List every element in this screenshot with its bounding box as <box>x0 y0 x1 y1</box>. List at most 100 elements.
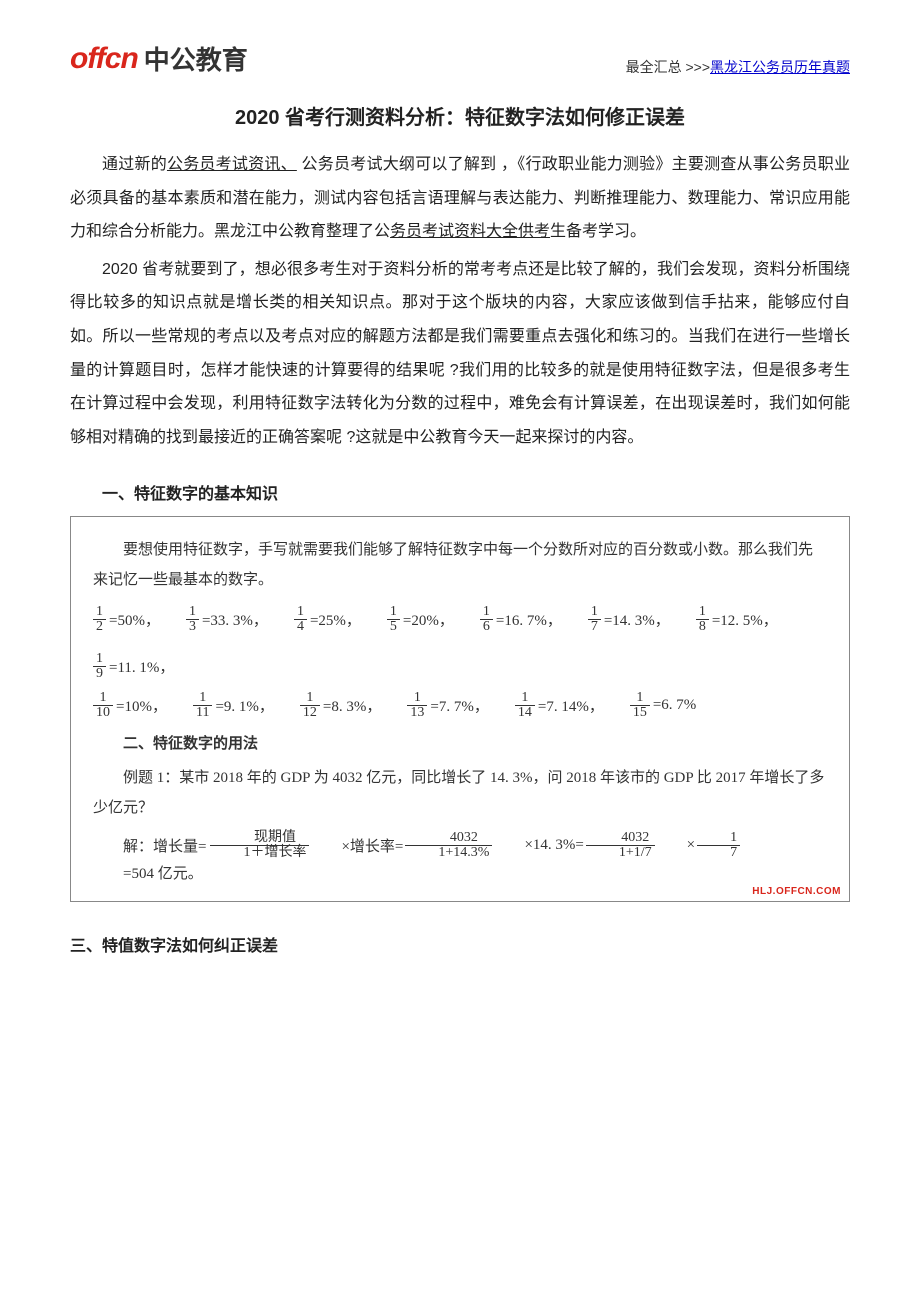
top-right-nav: 最全汇总 >>>黑龙江公务员历年真题 <box>626 57 850 77</box>
fraction-item: 15=20%， <box>387 605 454 634</box>
solve-prefix: 解：增长量= <box>93 835 206 856</box>
fraction-item: 14=25%， <box>294 605 361 634</box>
solve-line: 解：增长量= 现期值 1＋增长率 ×增长率= 4032 1+14.3% ×14.… <box>93 831 827 883</box>
frac-num: 1 <box>97 691 110 705</box>
frac-den: 15 <box>630 705 650 720</box>
header: offcn 中公教育 最全汇总 >>>黑龙江公务员历年真题 <box>70 40 850 77</box>
fraction-item: 17=14. 3%， <box>588 605 670 634</box>
fraction-percent: =20%， <box>403 609 454 630</box>
frac-den: 7 <box>588 619 601 634</box>
frac-num: 1 <box>294 605 307 619</box>
fraction-percent: =12. 5%， <box>712 609 778 630</box>
fraction: 112 <box>300 691 320 720</box>
fraction: 15 <box>387 605 400 634</box>
frac-den: 11 <box>193 705 212 720</box>
section-2-heading: 二、特征数字的用法 <box>93 732 827 753</box>
logo-latin: offcn <box>70 42 138 76</box>
watermark: HLJ.OFFCN.COM <box>752 886 841 897</box>
frac-den: 12 <box>300 705 320 720</box>
solve-mid2: ×14. 3%= <box>494 837 583 854</box>
frac-den: 1＋增长率 <box>210 845 309 860</box>
fraction-item: 12=50%， <box>93 605 160 634</box>
frac-den: 1+1/7 <box>586 845 655 860</box>
fraction: 12 <box>93 605 106 634</box>
frac-den: 5 <box>387 619 400 634</box>
history-link[interactable]: 黑龙江公务员历年真题 <box>710 59 850 75</box>
section-3-heading: 三、特值数字法如何纠正误差 <box>70 932 850 956</box>
fraction: 18 <box>696 605 709 634</box>
example-1: 例题 1：某市 2018 年的 GDP 为 4032 亿元，同比增长了 14. … <box>93 763 827 823</box>
frac-den: 4 <box>294 619 307 634</box>
page-title: 2020 省考行测资料分析：特征数字法如何修正误差 <box>70 101 850 130</box>
fraction-percent: =8. 3%， <box>323 695 381 716</box>
solve-mid3: × <box>657 837 695 854</box>
fraction-percent: =11. 1%， <box>109 656 174 677</box>
fraction-percent: =25%， <box>310 609 361 630</box>
fraction-percent: =6. 7% <box>653 697 696 714</box>
frac-4032-a: 4032 1+14.3% <box>405 831 492 860</box>
fraction-item: 16=16. 7%， <box>480 605 562 634</box>
fraction-item: 111=9. 1%， <box>193 691 274 720</box>
frac-den: 14 <box>515 705 535 720</box>
fraction-item: 13=33. 3%， <box>186 605 268 634</box>
fraction-row-1: 12=50%，13=33. 3%，14=25%，15=20%，16=16. 7%… <box>93 605 827 681</box>
intro-para-1: 通过新的公务员考试资讯、 公务员考试大纲可以了解到 ，《行政职业能力测验》主要测… <box>70 148 850 249</box>
frac-num: 1 <box>588 605 601 619</box>
frac-num: 1 <box>93 605 106 619</box>
frac-num: 1 <box>633 691 646 705</box>
frac-num: 1 <box>93 652 106 666</box>
underlined-text: 公务员考试资讯、 <box>167 156 297 173</box>
frac-4032-b: 4032 1+1/7 <box>586 831 655 860</box>
frac-den: 8 <box>696 619 709 634</box>
fraction: 115 <box>630 691 650 720</box>
frac-num: 1 <box>697 831 740 845</box>
fraction: 19 <box>93 652 106 681</box>
frac-num: 1 <box>387 605 400 619</box>
logo: offcn 中公教育 <box>70 40 248 77</box>
frac-den: 1+14.3% <box>405 845 492 860</box>
frac-den: 13 <box>407 705 427 720</box>
fraction-row-2: 110=10%，111=9. 1%，112=8. 3%，113=7. 7%，11… <box>93 691 827 720</box>
frac-num: 4032 <box>417 831 481 845</box>
frac-den: 10 <box>93 705 113 720</box>
frac-growth-formula: 现期值 1＋增长率 <box>210 831 309 860</box>
text-run: 生备考学习。 <box>550 223 646 240</box>
frac-1-7: 1 7 <box>697 831 740 860</box>
fraction-item: 19=11. 1%， <box>93 652 174 681</box>
fraction-item: 113=7. 7%， <box>407 691 488 720</box>
frac-den: 3 <box>186 619 199 634</box>
frac-num: 1 <box>480 605 493 619</box>
solve-tail: =504 亿元。 <box>93 862 203 883</box>
fraction: 111 <box>193 691 212 720</box>
fraction-percent: =16. 7%， <box>496 609 562 630</box>
frac-num: 现期值 <box>221 831 299 845</box>
fraction: 114 <box>515 691 535 720</box>
fraction-percent: =50%， <box>109 609 160 630</box>
fraction-item: 18=12. 5%， <box>696 605 778 634</box>
solve-mid1: ×增长率= <box>311 835 403 856</box>
fraction-percent: =7. 7%， <box>430 695 488 716</box>
fraction-percent: =7. 14%， <box>538 695 604 716</box>
frac-num: 1 <box>303 691 316 705</box>
fraction: 13 <box>186 605 199 634</box>
fraction-percent: =9. 1%， <box>215 695 273 716</box>
frac-num: 1 <box>411 691 424 705</box>
frac-den: 7 <box>697 845 740 860</box>
fraction: 14 <box>294 605 307 634</box>
fraction: 17 <box>588 605 601 634</box>
text-run: 2020 省考就要到了，想必很多考生对于资料分析的常考考点还是比较了解的，我们会… <box>70 261 850 446</box>
logo-cn: 中公教育 <box>144 40 248 77</box>
top-right-prefix: 最全汇总 >>> <box>626 59 710 75</box>
frac-num: 1 <box>196 691 209 705</box>
fraction-item: 110=10%， <box>93 691 167 720</box>
section-1-heading: 一、特征数字的基本知识 <box>70 480 850 504</box>
fraction-percent: =10%， <box>116 695 167 716</box>
underlined-text: 务员考试资料大全供考 <box>390 223 550 240</box>
fraction: 113 <box>407 691 427 720</box>
fraction: 110 <box>93 691 113 720</box>
formula-block: 要想使用特征数字，手写就需要我们能够了解特征数字中每一个分数所对应的百分数或小数… <box>70 516 850 902</box>
fraction: 16 <box>480 605 493 634</box>
text-run: 通过新的 <box>102 156 167 173</box>
fraction-percent: =33. 3%， <box>202 609 268 630</box>
frac-den: 9 <box>93 666 106 681</box>
